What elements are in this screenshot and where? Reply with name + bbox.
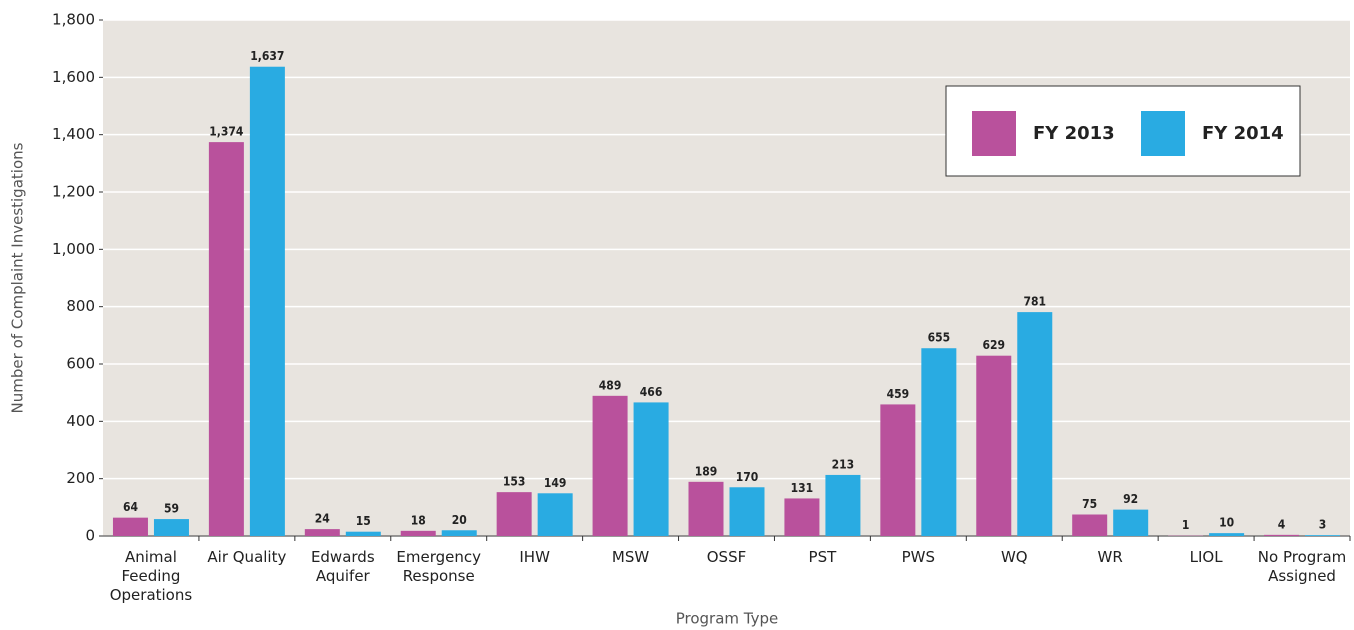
bar: [1209, 533, 1245, 536]
value-label: 18: [411, 513, 426, 527]
bar: [784, 498, 820, 536]
value-label: 655: [928, 331, 951, 345]
value-label: 189: [695, 464, 718, 478]
value-label: 149: [544, 476, 567, 490]
x-tick-label: LIOL: [1189, 548, 1223, 566]
y-tick-label: 200: [66, 469, 95, 487]
value-label: 20: [452, 513, 467, 527]
value-label: 781: [1023, 295, 1046, 309]
y-tick-label: 1,400: [52, 125, 95, 143]
x-tick-label: OSSF: [706, 548, 747, 566]
bar: [880, 404, 916, 536]
value-label: 170: [736, 470, 759, 484]
value-label: 64: [123, 500, 139, 514]
y-tick-label: 0: [85, 527, 95, 545]
value-label: 629: [982, 338, 1005, 352]
value-label: 4: [1278, 517, 1286, 531]
value-label: 3: [1319, 518, 1327, 532]
x-tick-label: No Program Assigned: [1257, 548, 1347, 585]
x-tick-label: Edwards Aquifer: [310, 548, 375, 585]
bar: [1264, 534, 1300, 536]
bar: [1113, 509, 1149, 536]
value-label: 24: [315, 512, 331, 526]
bar: [688, 481, 724, 536]
legend-swatch: [972, 111, 1016, 156]
bar: [729, 487, 765, 536]
x-tick-label: Air Quality: [207, 548, 287, 566]
y-tick-label: 400: [66, 412, 95, 430]
x-axis-title: Program Type: [676, 610, 779, 628]
value-label: 1: [1182, 518, 1190, 532]
value-label: 10: [1219, 516, 1234, 530]
x-tick-label: WR: [1097, 548, 1123, 566]
value-label: 1,374: [209, 125, 244, 139]
bar: [153, 519, 189, 536]
value-label: 153: [503, 475, 526, 489]
bar: [496, 492, 532, 536]
bar: [976, 355, 1012, 536]
y-tick-label: 800: [66, 297, 95, 315]
y-tick-label: 1,800: [52, 11, 95, 29]
bar: [208, 142, 244, 536]
legend-swatch: [1141, 111, 1185, 156]
value-label: 92: [1123, 492, 1138, 506]
bar: [921, 348, 957, 536]
y-tick-label: 1,200: [52, 183, 95, 201]
x-tick-label: Emergency Response: [396, 548, 482, 585]
legend-label: FY 2013: [1033, 123, 1115, 144]
bar: [400, 530, 436, 536]
bar: [537, 493, 573, 536]
bar: [592, 395, 628, 536]
value-label: 489: [599, 378, 622, 392]
x-tick-label: MSW: [611, 548, 650, 566]
bar: [1072, 514, 1108, 536]
value-label: 1,637: [250, 49, 284, 63]
x-tick-label: IHW: [519, 548, 550, 566]
value-label: 15: [356, 514, 371, 528]
value-label: 131: [791, 481, 814, 495]
bar: [1305, 535, 1341, 536]
bar: [304, 529, 340, 536]
y-tick-label: 1,600: [52, 68, 95, 86]
bar: [1017, 312, 1053, 536]
bar: [441, 530, 477, 536]
bar: [825, 474, 861, 536]
x-tick-label: WQ: [1000, 548, 1028, 566]
value-label: 59: [164, 502, 179, 516]
value-label: 75: [1082, 497, 1097, 511]
y-tick-label: 600: [66, 355, 95, 373]
value-label: 459: [887, 387, 910, 401]
y-axis-title: Number of Complaint Investigations: [9, 142, 27, 413]
x-tick-label: PWS: [901, 548, 936, 566]
bar: [249, 66, 285, 536]
legend-label: FY 2014: [1202, 123, 1284, 144]
value-label: 466: [640, 385, 663, 399]
bar: [345, 531, 381, 536]
y-tick-label: 1,000: [52, 240, 95, 258]
value-label: 213: [832, 457, 855, 471]
bar: [112, 517, 148, 536]
x-tick-label: PST: [808, 548, 837, 566]
bar: [633, 402, 669, 536]
x-tick-label: Animal Feeding Operations: [109, 548, 193, 604]
